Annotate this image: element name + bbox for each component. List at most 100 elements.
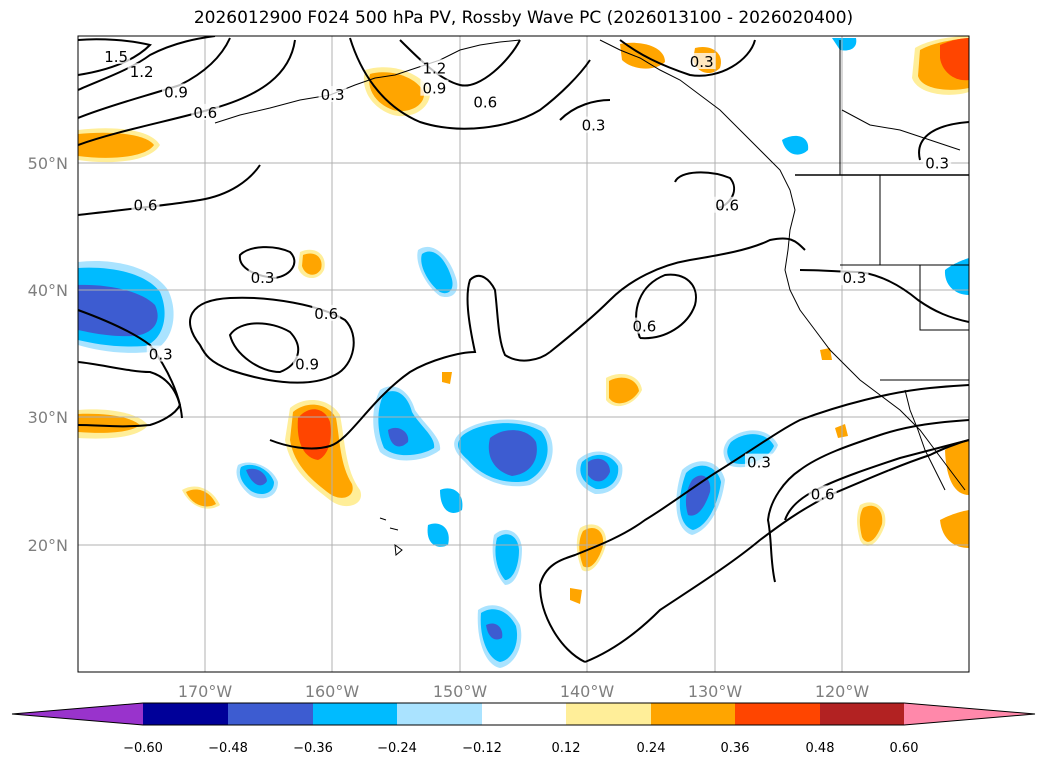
positive-anomaly-blob [620,42,665,69]
contour-label-bg [471,93,500,110]
colorbar-tick-label: 0.12 [552,741,581,756]
negative-anomaly-blob [944,258,969,295]
contour-label-bg [312,304,341,321]
colorbar-segment-4 [397,703,482,725]
colorbar-tick-label: −0.36 [293,741,333,756]
colorbar-segment-8 [735,703,820,725]
positive-anomaly-blob [442,372,452,384]
negative-anomaly-blob [588,458,610,482]
colorbar-segment-9 [820,703,904,725]
colorbar-segment-6 [566,703,651,725]
lon-label-140w: 140°W [560,682,615,701]
negative-anomaly-blob [832,38,857,51]
lat-label-40: 40°N [28,281,68,300]
lon-label-120w: 120°W [815,682,870,701]
contour-label-bg [318,86,347,103]
colorbar-tick-label: 0.36 [721,741,750,756]
negative-anomaly-blob [685,475,711,516]
contour-label: 0.9 [295,356,319,374]
contour-label: 0.3 [149,346,173,364]
negative-anomaly-blob [388,427,409,447]
contour-label-bg [131,196,160,213]
colorbar-segment-10 [904,703,1035,725]
negative-anomaly-blob [246,468,267,486]
contour-label: 0.6 [632,318,656,336]
negative-anomaly-blob [488,430,537,476]
contour-label: 0.6 [193,104,217,122]
colorbar-outline [11,702,1036,726]
positive-anomaly-blob [940,510,969,548]
positive-anomaly-blob [570,588,582,604]
negative-anomaly-blob [440,488,463,513]
contour-label-bg [579,116,608,133]
colorbar-tick-label: 0.48 [806,741,835,756]
contour-label: 0.6 [473,94,497,112]
colorbar-tick-label: −0.12 [462,741,502,756]
contour-label: 0.3 [690,53,714,71]
positive-anomaly-blob [940,38,969,81]
contour-label-layer: 1.51.20.90.60.31.20.90.60.30.30.30.6 0.60… [102,47,952,503]
contour-label: 0.3 [251,269,275,287]
contour-label-bg [293,355,322,372]
negative-anomaly-blob [78,284,158,337]
contour-label-bg [713,196,742,213]
colorbar-tick-label: −0.48 [208,741,248,756]
negative-anomaly-blob [378,391,435,456]
contour-label: 0.3 [925,155,949,173]
colorbar-tick-label: −0.60 [123,741,163,756]
lon-label-150w: 150°W [433,682,488,701]
colorbar-tick-label: −0.24 [377,741,417,756]
contour-label: 0.6 [314,305,338,323]
negative-anomaly-blob [427,523,449,547]
negative-anomaly-blob [495,534,519,580]
graticule [78,36,969,672]
pv-anomaly-fill-layer [78,36,969,668]
positive-anomaly-blob [302,253,322,275]
colorbar-segment-5 [482,703,566,725]
contour-label-bg [808,485,837,502]
contour-label-bg [248,269,277,286]
contour-label: 0.3 [582,117,606,135]
contour-label-bg [630,317,659,334]
positive-anomaly-blob [186,489,216,507]
contour-label-bg [420,79,449,96]
contour-label: 0.6 [811,485,835,503]
negative-anomaly-blob [782,135,809,155]
colorbar: −0.60 −0.48 −0.36 −0.24 −0.12 0.12 0.24 … [11,702,1036,756]
contour-label-bg [420,59,449,76]
contour-label: 0.6 [715,197,739,215]
negative-anomaly-blob [486,623,503,640]
colorbar-segment-1 [143,703,228,725]
contour-label-bg [744,453,773,470]
contour-label-bg [687,52,716,69]
colorbar-tick-label: 0.24 [637,741,666,756]
map-title: 2026012900 F024 500 hPa PV, Rossby Wave … [193,8,854,28]
contour-label: 0.3 [843,269,867,287]
positive-anomaly-blob [369,72,425,112]
positive-anomaly-blob [609,377,639,404]
contour-label: 0.9 [164,84,188,102]
contour-label: 0.3 [747,454,771,472]
contour-label: 1.2 [130,63,154,81]
contour-label: 0.9 [422,80,446,98]
contour-label: 0.6 [134,197,158,215]
contour-label-bg [146,345,175,362]
positive-anomaly-blob [820,348,832,360]
contour-label: 0.3 [321,86,345,104]
positive-anomaly-blob [859,505,883,542]
contour-label-bg [127,63,156,80]
map-frame [77,35,970,673]
colorbar-segment-2 [228,703,313,725]
contour-label-bg [923,154,952,171]
lon-label-130w: 130°W [688,682,743,701]
lon-label-160w: 160°W [305,682,360,701]
lat-label-50: 50°N [28,154,68,173]
lat-label-30: 30°N [28,408,68,427]
contour-label: 1.5 [104,48,128,66]
contour-label-bg [162,83,191,100]
colorbar-segment-0 [12,703,143,725]
positive-anomaly-blob [78,413,140,433]
colorbar-segment-3 [313,703,397,725]
pv-contours [78,36,969,663]
